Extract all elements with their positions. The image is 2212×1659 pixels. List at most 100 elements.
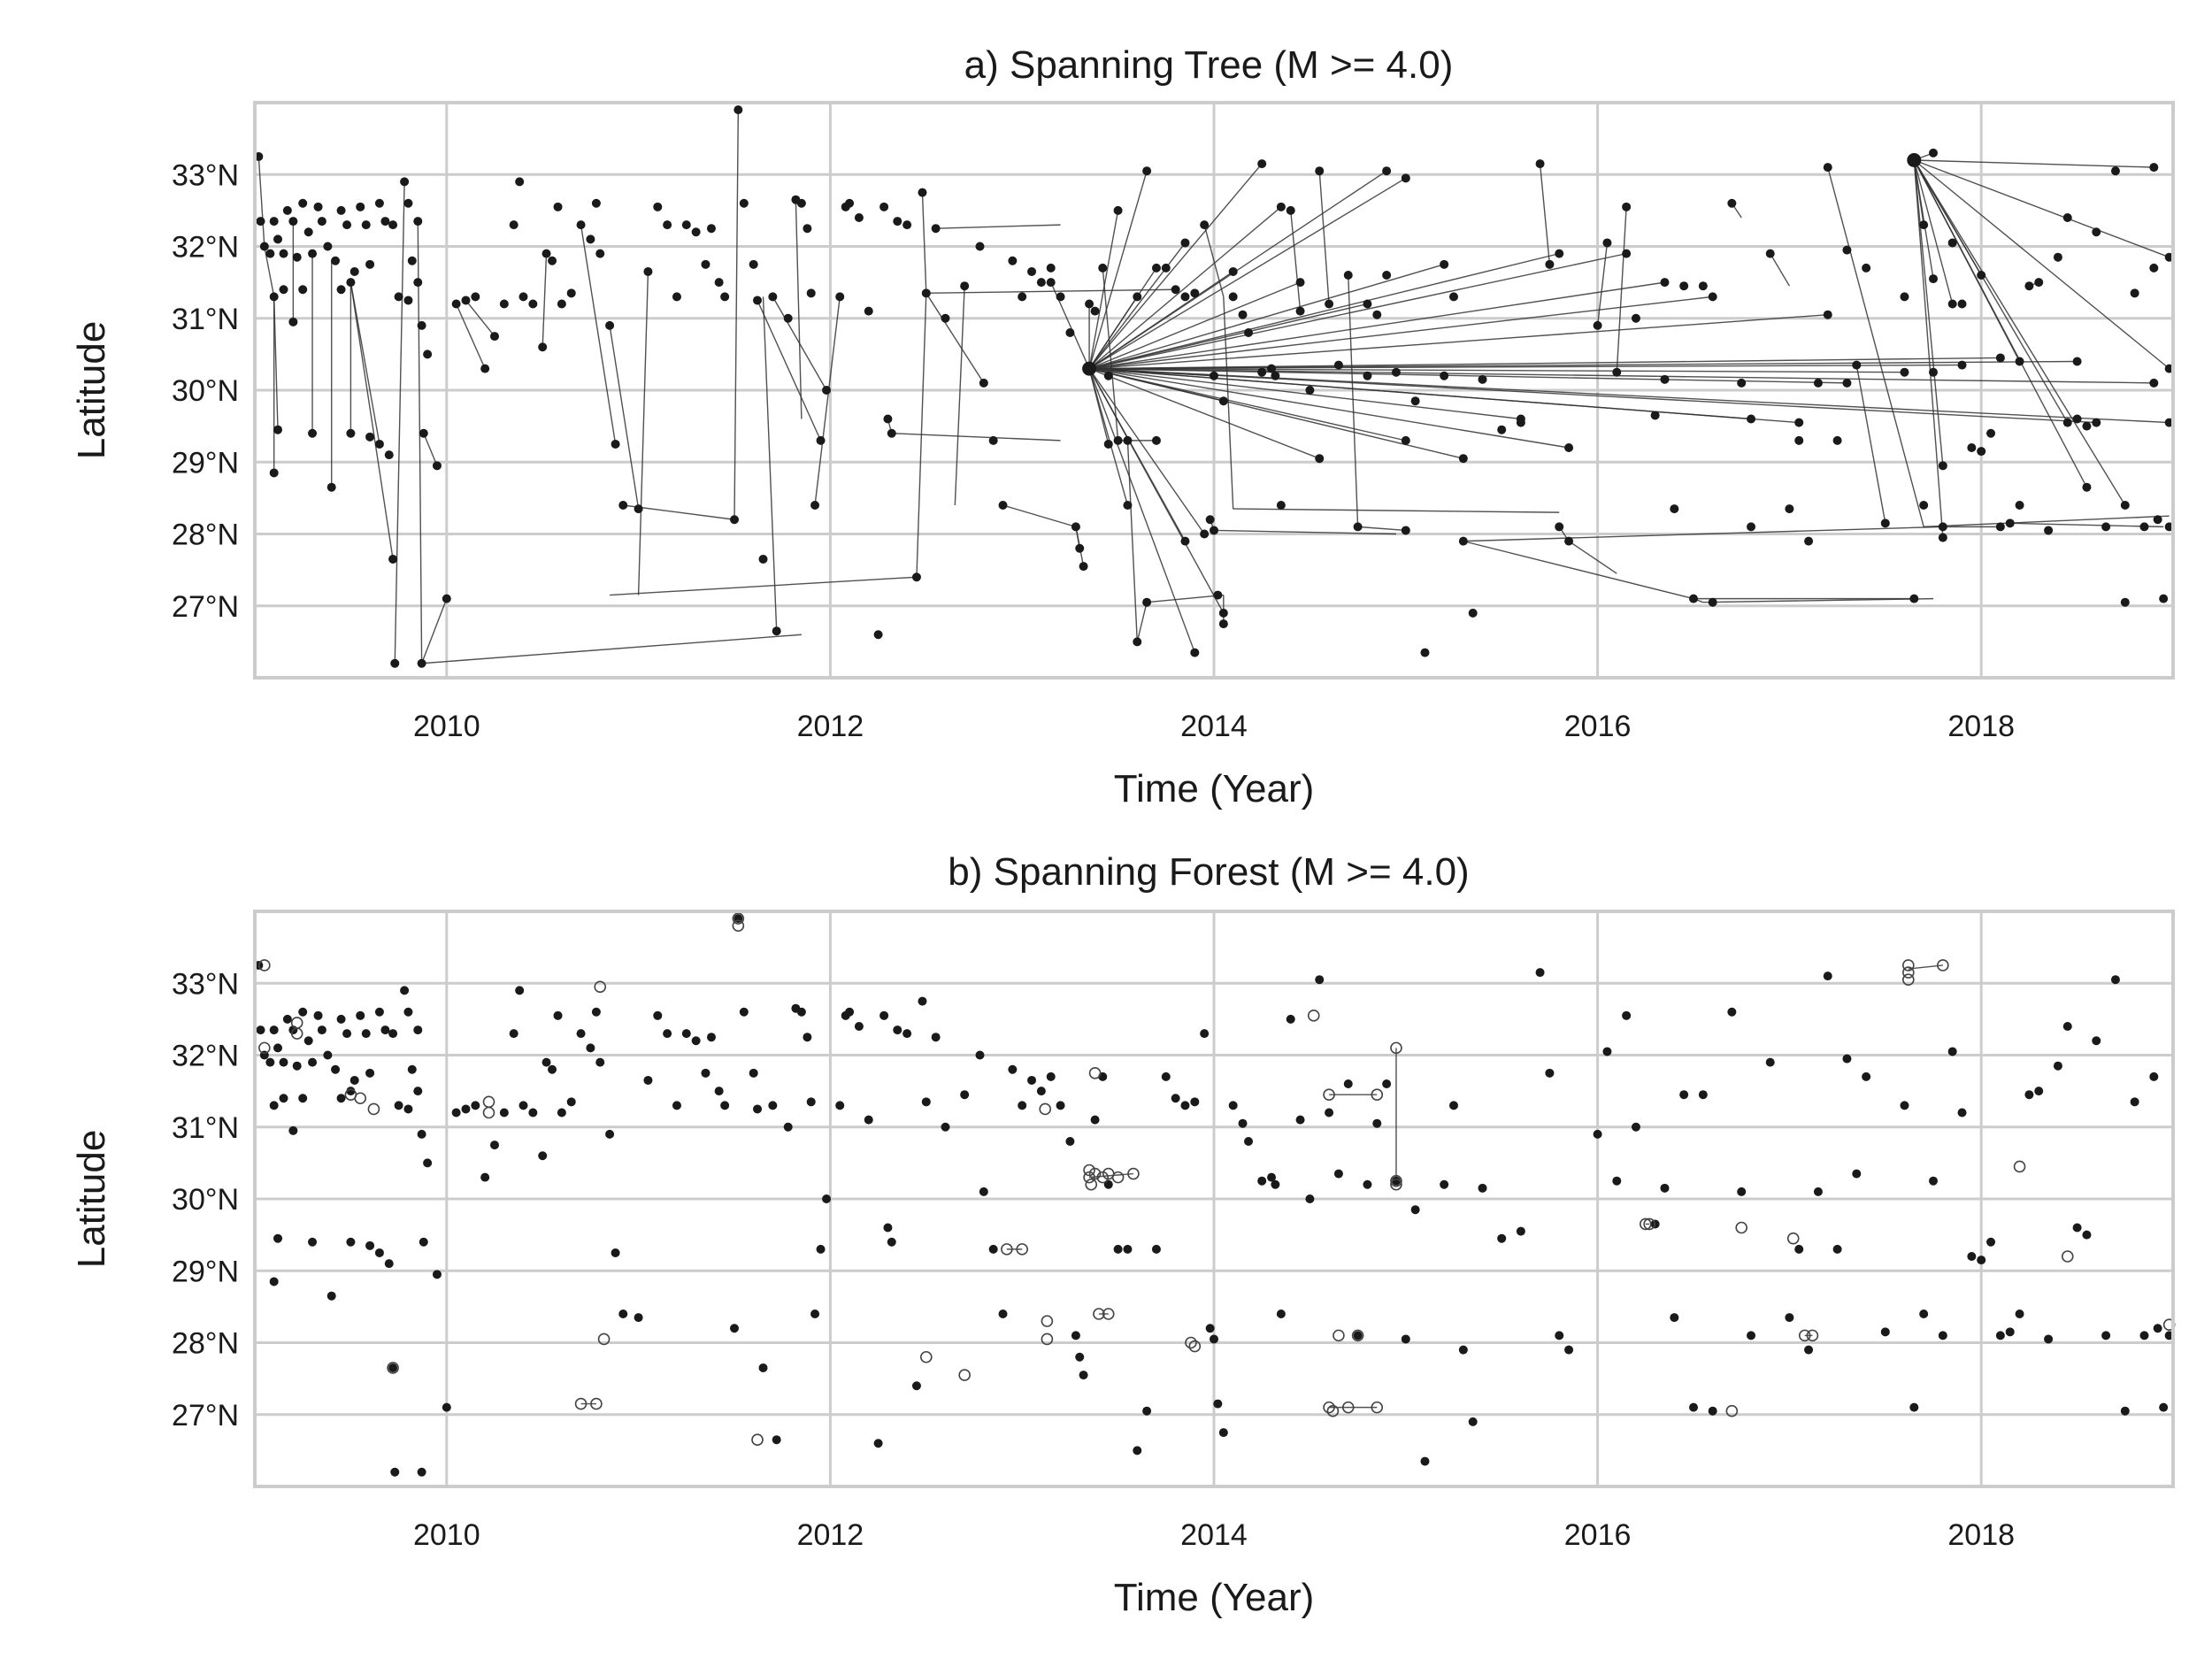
tree-edge (1463, 540, 1694, 600)
event-point (586, 1043, 595, 1053)
clustered-event-point (1188, 1340, 1202, 1353)
event-point (911, 572, 921, 582)
event-point (998, 501, 1008, 510)
event-point (499, 1108, 509, 1118)
tree-edge (1088, 271, 1234, 370)
event-point (509, 220, 518, 230)
event-point (2024, 281, 2034, 291)
event-point (407, 1064, 417, 1074)
event-point (1602, 238, 1612, 248)
event-point (1458, 536, 1468, 546)
event-point (388, 1363, 398, 1372)
event-point (1190, 1097, 1200, 1107)
event-point (308, 428, 318, 438)
event-point (1880, 1327, 1890, 1337)
event-point (282, 205, 292, 215)
event-point (326, 1291, 336, 1301)
event-point (931, 224, 941, 234)
clustered-event-point (1001, 1243, 1013, 1256)
tree-edge (1088, 367, 1406, 442)
event-point (1257, 159, 1267, 169)
event-point (873, 630, 883, 640)
event-point (733, 105, 743, 115)
event-point (1098, 263, 1108, 273)
event-point (1929, 148, 1938, 157)
event-point (576, 220, 586, 230)
event-point (1213, 1399, 1223, 1409)
event-point (336, 1094, 346, 1103)
clustered-event-point (751, 1433, 764, 1446)
event-point (1363, 299, 1372, 309)
event-point (1449, 1101, 1458, 1110)
tree-edge (421, 634, 802, 664)
event-point (1295, 1115, 1305, 1125)
event-point (1497, 1233, 1507, 1243)
event-point (893, 217, 902, 227)
event-point (643, 1075, 653, 1085)
clustered-event-point (920, 1350, 933, 1363)
event-point (282, 1014, 292, 1024)
tree-edge (1089, 360, 2078, 370)
clustered-event-point (1371, 1401, 1384, 1414)
event-point (672, 1101, 681, 1110)
clustered-event-point (958, 1369, 971, 1381)
panel-a-ytick-label: 27°N (172, 590, 239, 624)
clustered-event-point (1640, 1217, 1652, 1231)
event-point (845, 198, 855, 208)
event-point (691, 227, 701, 237)
event-point (1205, 1324, 1215, 1333)
clustered-event-point (1111, 1171, 1125, 1184)
tree-edge (1913, 159, 1944, 466)
clustered-event-point (2013, 1160, 2026, 1173)
event-point (2015, 501, 2024, 510)
event-point (269, 217, 279, 227)
event-point (553, 202, 563, 211)
event-point (1046, 263, 1056, 273)
event-point (1372, 310, 1382, 319)
event-point (417, 1467, 426, 1477)
event-point (1747, 522, 1756, 532)
event-point (1708, 292, 1717, 302)
event-point (1813, 1187, 1823, 1196)
forest-edge (1089, 1172, 1134, 1179)
event-point (2053, 252, 2062, 262)
event-point (1995, 522, 2005, 532)
event-point (417, 320, 426, 330)
event-point (1420, 1456, 1430, 1466)
event-point (308, 1237, 318, 1247)
tree-edge (417, 221, 423, 664)
event-point (423, 1158, 433, 1168)
event-point (471, 1101, 480, 1110)
event-point (576, 1029, 586, 1039)
event-point (1200, 529, 1210, 539)
event-point (1929, 274, 1938, 284)
event-point (403, 198, 413, 208)
event-point (1238, 1118, 1248, 1128)
event-point (1708, 597, 1717, 607)
event-point (1478, 1183, 1487, 1193)
event-point (432, 461, 442, 471)
event-point (1794, 418, 1804, 427)
clustered-event-point (290, 1027, 303, 1040)
clustered-event-point (1323, 1088, 1335, 1101)
event-point (1679, 1090, 1689, 1100)
clustered-event-point (1041, 1315, 1054, 1327)
event-point (1103, 439, 1113, 449)
event-point (1708, 1406, 1717, 1416)
panel-a-ytick-label: 29°N (172, 446, 239, 480)
event-point (816, 435, 826, 445)
event-point (1679, 281, 1689, 291)
event-point (541, 249, 551, 258)
panel-a-grid (255, 103, 2173, 678)
event-point (1180, 536, 1190, 546)
event-point (417, 1129, 426, 1139)
event-point (509, 1029, 518, 1039)
event-point (1449, 292, 1458, 302)
event-point (1832, 435, 1842, 445)
event-point (1938, 533, 1947, 542)
event-point (931, 1033, 941, 1042)
event-point (1056, 292, 1065, 302)
event-point (361, 220, 371, 230)
event-point (803, 1033, 812, 1042)
event-point (1113, 1244, 1123, 1254)
